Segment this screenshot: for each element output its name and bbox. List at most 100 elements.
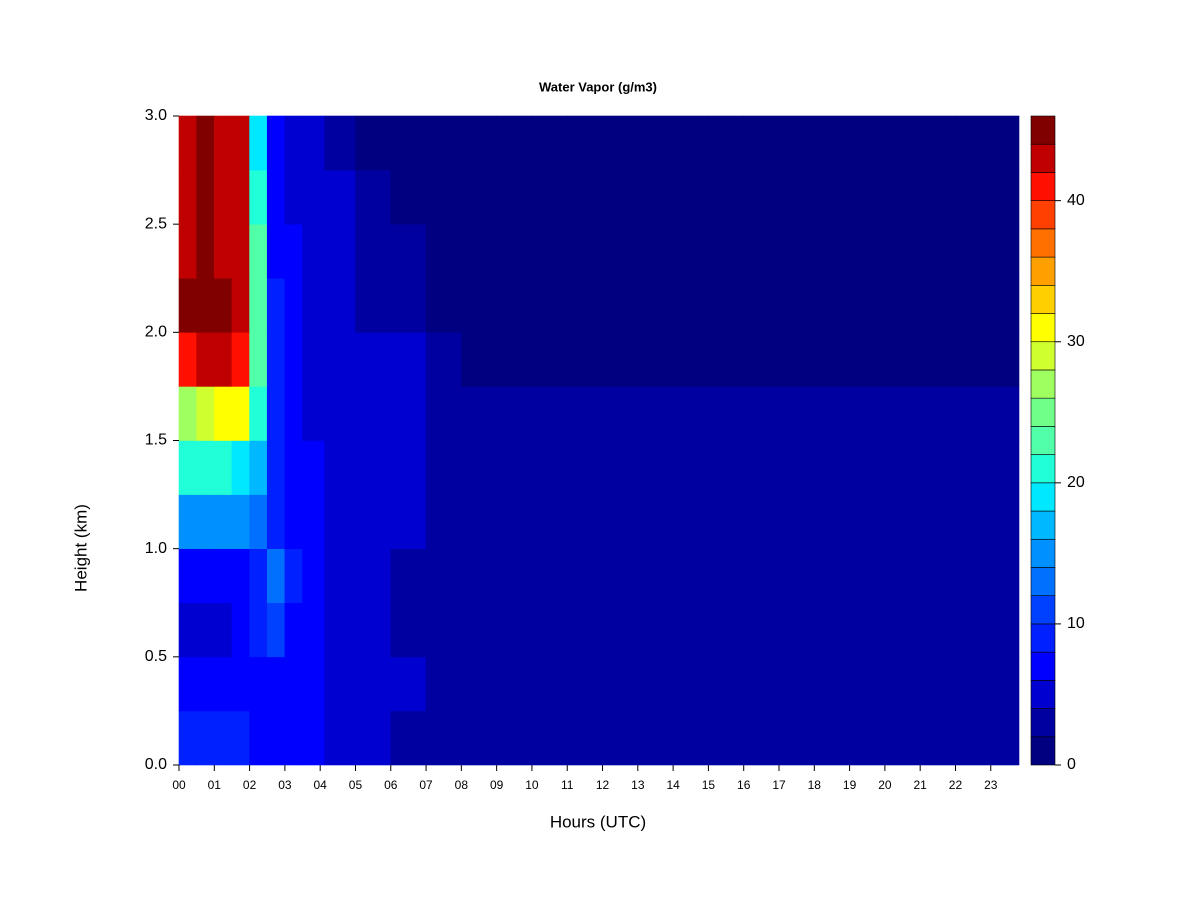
colorbar-box: [1030, 143, 1056, 173]
contour-cell: [884, 602, 921, 658]
contour-cell: [708, 169, 745, 225]
colorbar-tick-label: 30: [1067, 333, 1085, 350]
contour-cell: [178, 277, 197, 333]
contour-cell: [178, 223, 197, 279]
x-tick-label: 01: [208, 778, 222, 792]
contour-cell: [849, 656, 886, 712]
contour-cell: [178, 494, 197, 549]
contour-cell: [849, 440, 886, 495]
contour-cell: [531, 115, 568, 171]
contour-cell: [955, 386, 992, 441]
contour-cell: [955, 710, 992, 766]
contour-cell: [531, 656, 568, 712]
contour-cell: [743, 710, 780, 766]
contour-cell: [990, 169, 1020, 225]
contour-cell: [778, 223, 815, 279]
colorbar-box: [1030, 397, 1056, 427]
contour-cell: [990, 332, 1020, 387]
colorbar-box: [1030, 172, 1056, 201]
contour-cell: [602, 494, 639, 549]
x-tick-label: 21: [913, 778, 927, 792]
contour-cell: [425, 602, 462, 658]
contour-cell: [637, 332, 674, 387]
contour-cell: [390, 332, 427, 387]
contour-cell: [708, 277, 745, 333]
contour-cell: [425, 277, 462, 333]
x-tick-label: 07: [419, 778, 433, 792]
colorbar-box: [1030, 200, 1056, 230]
contour-cell: [231, 602, 250, 658]
contour-cell: [531, 169, 568, 225]
contour-cell: [249, 115, 268, 171]
colorbar-box: [1030, 341, 1056, 371]
contour-cell: [990, 548, 1020, 604]
x-tick-label: 06: [384, 778, 398, 792]
x-tick-label: 11: [561, 778, 574, 792]
contour-cell: [266, 656, 286, 712]
contour-cell: [196, 332, 215, 387]
contour-cell: [990, 115, 1020, 171]
contour-cell: [884, 277, 921, 333]
contour-cell: [884, 169, 921, 225]
contour-cell: [324, 710, 356, 766]
contour-cell: [813, 440, 850, 495]
contour-cell: [708, 710, 745, 766]
contour-cell: [566, 710, 603, 766]
contour-cell: [637, 277, 674, 333]
contour-cell: [196, 710, 215, 766]
contour-cell: [743, 602, 780, 658]
contour-cell: [266, 602, 286, 658]
contour-cell: [849, 169, 886, 225]
contour-cell: [672, 710, 709, 766]
contour-cell: [196, 386, 215, 441]
colorbar-box: [1030, 680, 1056, 709]
contour-cell: [919, 277, 956, 333]
contour-cell: [955, 656, 992, 712]
contour-cell: [778, 494, 815, 549]
contour-cell: [231, 494, 250, 549]
contour-cell: [849, 223, 886, 279]
contour-cell: [178, 602, 197, 658]
contour-cell: [178, 332, 197, 387]
contour-cell: [249, 169, 268, 225]
contour-cell: [302, 332, 325, 387]
contour-cell: [919, 548, 956, 604]
contour-cell: [355, 494, 392, 549]
contour-cell: [355, 602, 392, 658]
contour-cell: [708, 115, 745, 171]
colorbar-box: [1030, 115, 1056, 145]
contour-cell: [672, 277, 709, 333]
x-tick-label: 23: [984, 778, 998, 792]
contour-cell: [284, 710, 303, 766]
contour-cell: [955, 223, 992, 279]
contour-cell: [284, 494, 303, 549]
contour-cell: [990, 223, 1020, 279]
contour-cell: [778, 169, 815, 225]
contour-cell: [284, 386, 303, 441]
contour-cell: [919, 223, 956, 279]
contour-cell: [602, 386, 639, 441]
contour-cell: [302, 386, 325, 441]
y-tick-label: 0.5: [145, 648, 167, 665]
contour-cell: [196, 169, 215, 225]
contour-cell: [990, 710, 1020, 766]
x-axis-label: Hours (UTC): [550, 812, 646, 831]
contour-cell: [324, 656, 356, 712]
contour-cell: [284, 332, 303, 387]
contour-cell: [196, 656, 215, 712]
contour-cell: [672, 548, 709, 604]
contour-cell: [213, 277, 233, 333]
contour-cell: [743, 548, 780, 604]
colorbar-box: [1030, 567, 1056, 596]
contour-cell: [919, 115, 956, 171]
contour-cell: [531, 277, 568, 333]
contour-cell: [266, 440, 286, 495]
contour-cell: [390, 548, 427, 604]
colorbar-box: [1030, 510, 1056, 540]
contour-cell: [302, 440, 325, 495]
colorbar-box: [1030, 736, 1056, 766]
contour-cell: [955, 169, 992, 225]
contour-cell: [302, 656, 325, 712]
contour-cell: [324, 386, 356, 441]
contour-cell: [637, 548, 674, 604]
